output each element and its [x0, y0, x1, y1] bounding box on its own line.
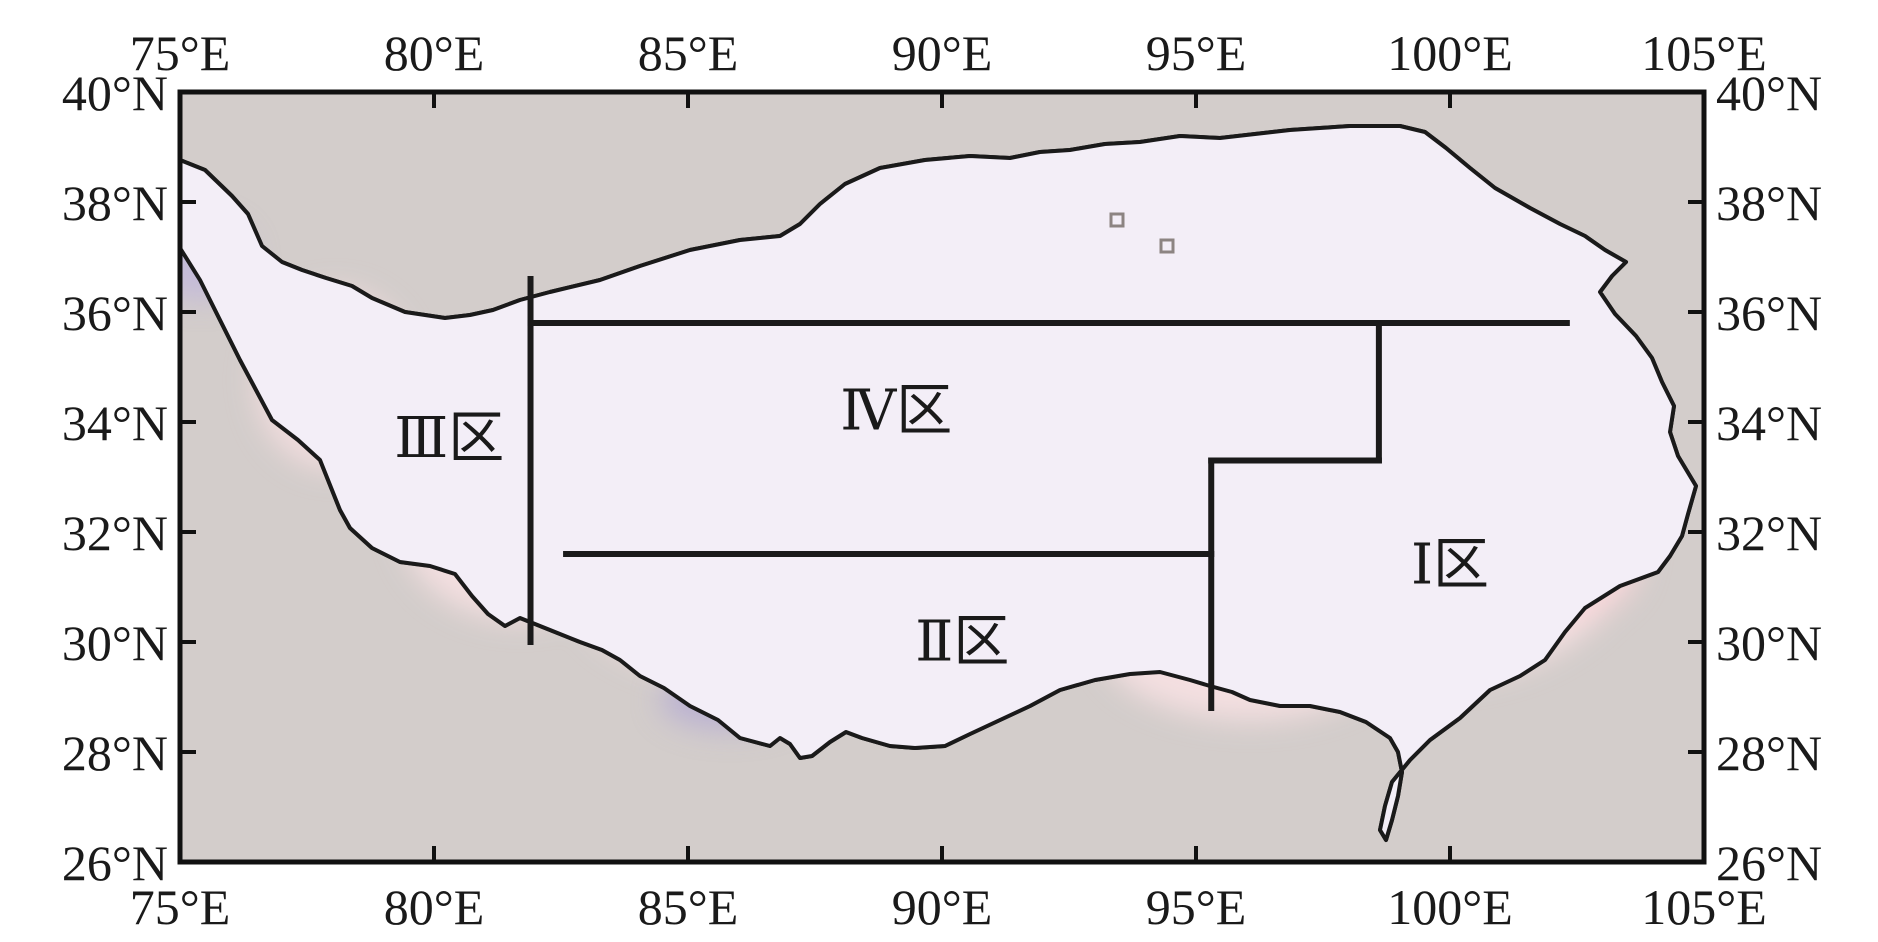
y-tick-label-left: 26°N — [62, 835, 168, 891]
region-label-iii: Ⅲ区 — [394, 408, 504, 470]
y-tick-label-right: 36°N — [1716, 285, 1822, 341]
x-tick-label-top: 105°E — [1641, 25, 1767, 81]
x-tick-label-top: 100°E — [1387, 25, 1513, 81]
y-tick-label-right: 30°N — [1716, 615, 1822, 671]
y-tick-label-right: 32°N — [1716, 505, 1822, 561]
region-label-ii: Ⅱ区 — [915, 611, 1009, 673]
x-tick-label-top: 90°E — [892, 25, 993, 81]
y-tick-label-left: 30°N — [62, 615, 168, 671]
y-tick-label-right: 34°N — [1716, 395, 1822, 451]
region-boundaries — [527, 276, 1570, 711]
y-tick-label-right: 38°N — [1716, 175, 1822, 231]
y-tick-label-left: 28°N — [62, 725, 168, 781]
y-tick-label-left: 34°N — [62, 395, 168, 451]
axis-ticks: 75°E 75°E 80°E 80°E 85°E 85°E 90°E 90°E 95°E 95°E… — [62, 25, 1822, 935]
x-tick-label-bottom: 95°E — [1146, 879, 1247, 935]
x-tick-label-top: 75°E — [130, 25, 231, 81]
x-tick-label-top: 95°E — [1146, 25, 1247, 81]
lake-marker — [1159, 238, 1175, 254]
region-label-i: Ⅰ区 — [1411, 534, 1489, 596]
y-tick-label-left: 38°N — [62, 175, 168, 231]
y-tick-label-right: 40°N — [1716, 65, 1822, 121]
y-tick-label-left: 36°N — [62, 285, 168, 341]
lake-marker — [1109, 212, 1125, 228]
y-tick-label-right: 28°N — [1716, 725, 1822, 781]
x-tick-label-top: 80°E — [384, 25, 485, 81]
y-tick-label-left: 40°N — [62, 65, 168, 121]
region-labels: Ⅰ区 Ⅱ区 Ⅲ区 Ⅳ区 — [394, 380, 1489, 673]
x-tick-label-bottom: 75°E — [130, 879, 231, 935]
y-tick-label-left: 32°N — [62, 505, 168, 561]
x-tick-label-top: 85°E — [638, 25, 739, 81]
map-frame — [177, 89, 1707, 865]
x-tick-label-bottom: 80°E — [384, 879, 485, 935]
x-tick-label-bottom: 105°E — [1641, 879, 1767, 935]
x-tick-label-bottom: 100°E — [1387, 879, 1513, 935]
y-tick-label-right: 26°N — [1716, 835, 1822, 891]
x-tick-label-bottom: 85°E — [638, 879, 739, 935]
x-tick-label-bottom: 90°E — [892, 879, 993, 935]
region-label-iv: Ⅳ区 — [840, 380, 952, 442]
